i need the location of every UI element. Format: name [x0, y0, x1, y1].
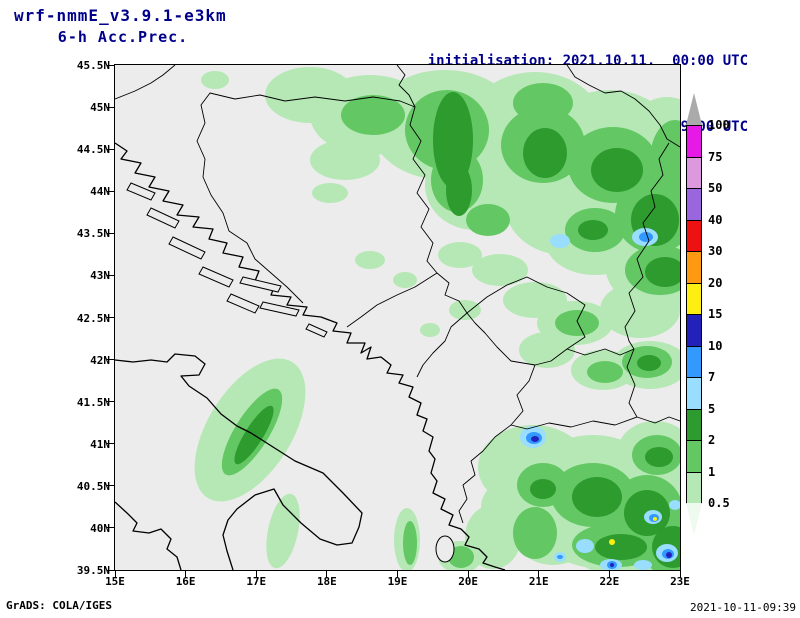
border-macedonia-albania	[510, 364, 536, 426]
lon-tick-label: 18E	[316, 575, 337, 588]
island-corfu	[435, 535, 455, 563]
border-greece-bulgaria	[636, 416, 680, 424]
lon-tick-mark	[255, 571, 257, 578]
legend-band	[686, 471, 702, 504]
lon-tick-mark	[114, 571, 116, 578]
title-block: wrf-nmmE_v3.9.1-e3km 6-h Acc.Prec.	[14, 6, 232, 46]
coastline-italy-tyrrhenian	[115, 501, 182, 570]
legend-label: 2	[708, 433, 716, 447]
lon-tick-label: 17E	[246, 575, 267, 588]
croatian-islands	[126, 182, 328, 338]
border-albania-greece	[458, 424, 512, 524]
lat-tick-mark	[107, 274, 114, 276]
lat-tick-mark	[107, 148, 114, 150]
border-greece-north	[510, 416, 638, 430]
border-montenegro-serbia	[436, 272, 468, 314]
legend-band	[686, 314, 702, 347]
legend-under-arrow	[686, 503, 702, 535]
lon-tick-label: 23E	[670, 575, 690, 588]
lon-tick-mark	[467, 571, 469, 578]
border-croatia-serbia-north	[396, 65, 416, 108]
lat-tick-mark	[107, 232, 114, 234]
lat-tick-label: 45.5N	[76, 59, 110, 72]
lat-tick-label: 44N	[90, 185, 110, 199]
lat-tick-label: 43N	[90, 269, 110, 283]
lat-tick-label: 42N	[90, 353, 110, 367]
lat-tick-mark	[107, 64, 114, 66]
lat-tick-mark	[107, 443, 114, 445]
legend-label: 50	[708, 181, 723, 195]
legend-label: 20	[708, 275, 723, 290]
legend-label: 1	[708, 464, 716, 479]
legend-label: 7	[708, 370, 716, 384]
precip-area-yellow	[609, 517, 657, 545]
map-svg	[115, 65, 680, 570]
lat-tick-label: 41N	[90, 437, 110, 451]
grads-credit: GrADS: COLA/IGES	[6, 599, 112, 612]
border-serbia-romania	[566, 65, 680, 148]
lat-tick-mark	[107, 401, 114, 403]
coastline-adriatic-east	[115, 142, 506, 570]
border-slovenia-croatia	[115, 65, 176, 100]
lon-tick-mark	[538, 571, 540, 578]
lon-tick-label: 19E	[387, 575, 408, 588]
legend-label: 5	[708, 401, 716, 416]
legend-label: 30	[708, 244, 723, 258]
legend-label: 0.5	[708, 496, 730, 510]
lon-tick-label: 21E	[528, 575, 549, 588]
legend-band	[686, 251, 702, 284]
lat-tick-label: 44.5N	[76, 143, 110, 157]
legend-label: 40	[708, 212, 723, 227]
lon-tick-label: 22E	[599, 575, 620, 588]
lon-tick-mark	[608, 571, 610, 578]
lat-tick-mark	[107, 485, 114, 487]
lat-tick-label: 43.5N	[76, 227, 110, 241]
lon-tick-mark	[397, 571, 398, 578]
lat-tick-label: 42.5N	[76, 311, 110, 325]
legend-band	[686, 440, 702, 473]
border-serbia-macedonia	[566, 348, 635, 356]
legend-band	[686, 408, 702, 441]
border-montenegro-albania	[416, 312, 468, 378]
border-kosovo	[466, 276, 586, 366]
model-title: wrf-nmmE_v3.9.1-e3km	[14, 6, 227, 25]
lon-tick-label: 15E	[105, 575, 125, 588]
legend-label: 10	[708, 338, 723, 353]
lat-tick-mark	[107, 190, 114, 192]
legend-band	[686, 219, 702, 252]
legend-band	[686, 156, 702, 189]
product-title: 6-h Acc.Prec.	[57, 28, 189, 46]
legend-band	[686, 345, 702, 378]
country-borders	[115, 65, 680, 524]
precip-area-navy	[531, 436, 672, 567]
lat-tick-label: 39.5N	[76, 564, 110, 577]
map-frame	[114, 64, 681, 571]
lon-tick-mark	[679, 571, 681, 578]
legend-band	[686, 188, 702, 221]
legend-band	[686, 377, 702, 410]
lat-tick-mark	[107, 359, 114, 361]
lon-tick-mark	[326, 571, 328, 578]
lat-tick-mark	[107, 317, 114, 318]
lon-tick-mark	[185, 571, 187, 578]
lat-tick-label: 41.5N	[76, 395, 110, 409]
border-serbia-bulgaria	[624, 142, 670, 418]
lon-tick-label: 20E	[458, 575, 479, 588]
plot-timestamp: 2021-10-11-09:39	[690, 601, 796, 614]
legend-band	[686, 282, 702, 315]
lon-tick-label: 16E	[175, 575, 196, 588]
lat-tick-label: 40N	[90, 521, 110, 535]
lat-tick-mark	[107, 527, 114, 529]
border-croatia-bosnia-serbia	[196, 92, 438, 328]
lat-tick-label: 40.5N	[76, 479, 110, 493]
legend-label: 15	[708, 307, 723, 321]
lat-tick-mark	[107, 569, 114, 571]
lat-tick-mark	[107, 106, 114, 108]
lat-tick-label: 45N	[90, 101, 110, 115]
coastline-italy-adriatic	[115, 353, 363, 570]
